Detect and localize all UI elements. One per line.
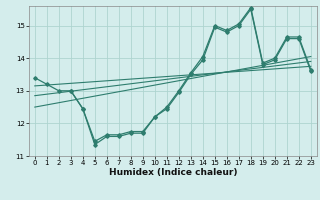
X-axis label: Humidex (Indice chaleur): Humidex (Indice chaleur) <box>108 168 237 177</box>
